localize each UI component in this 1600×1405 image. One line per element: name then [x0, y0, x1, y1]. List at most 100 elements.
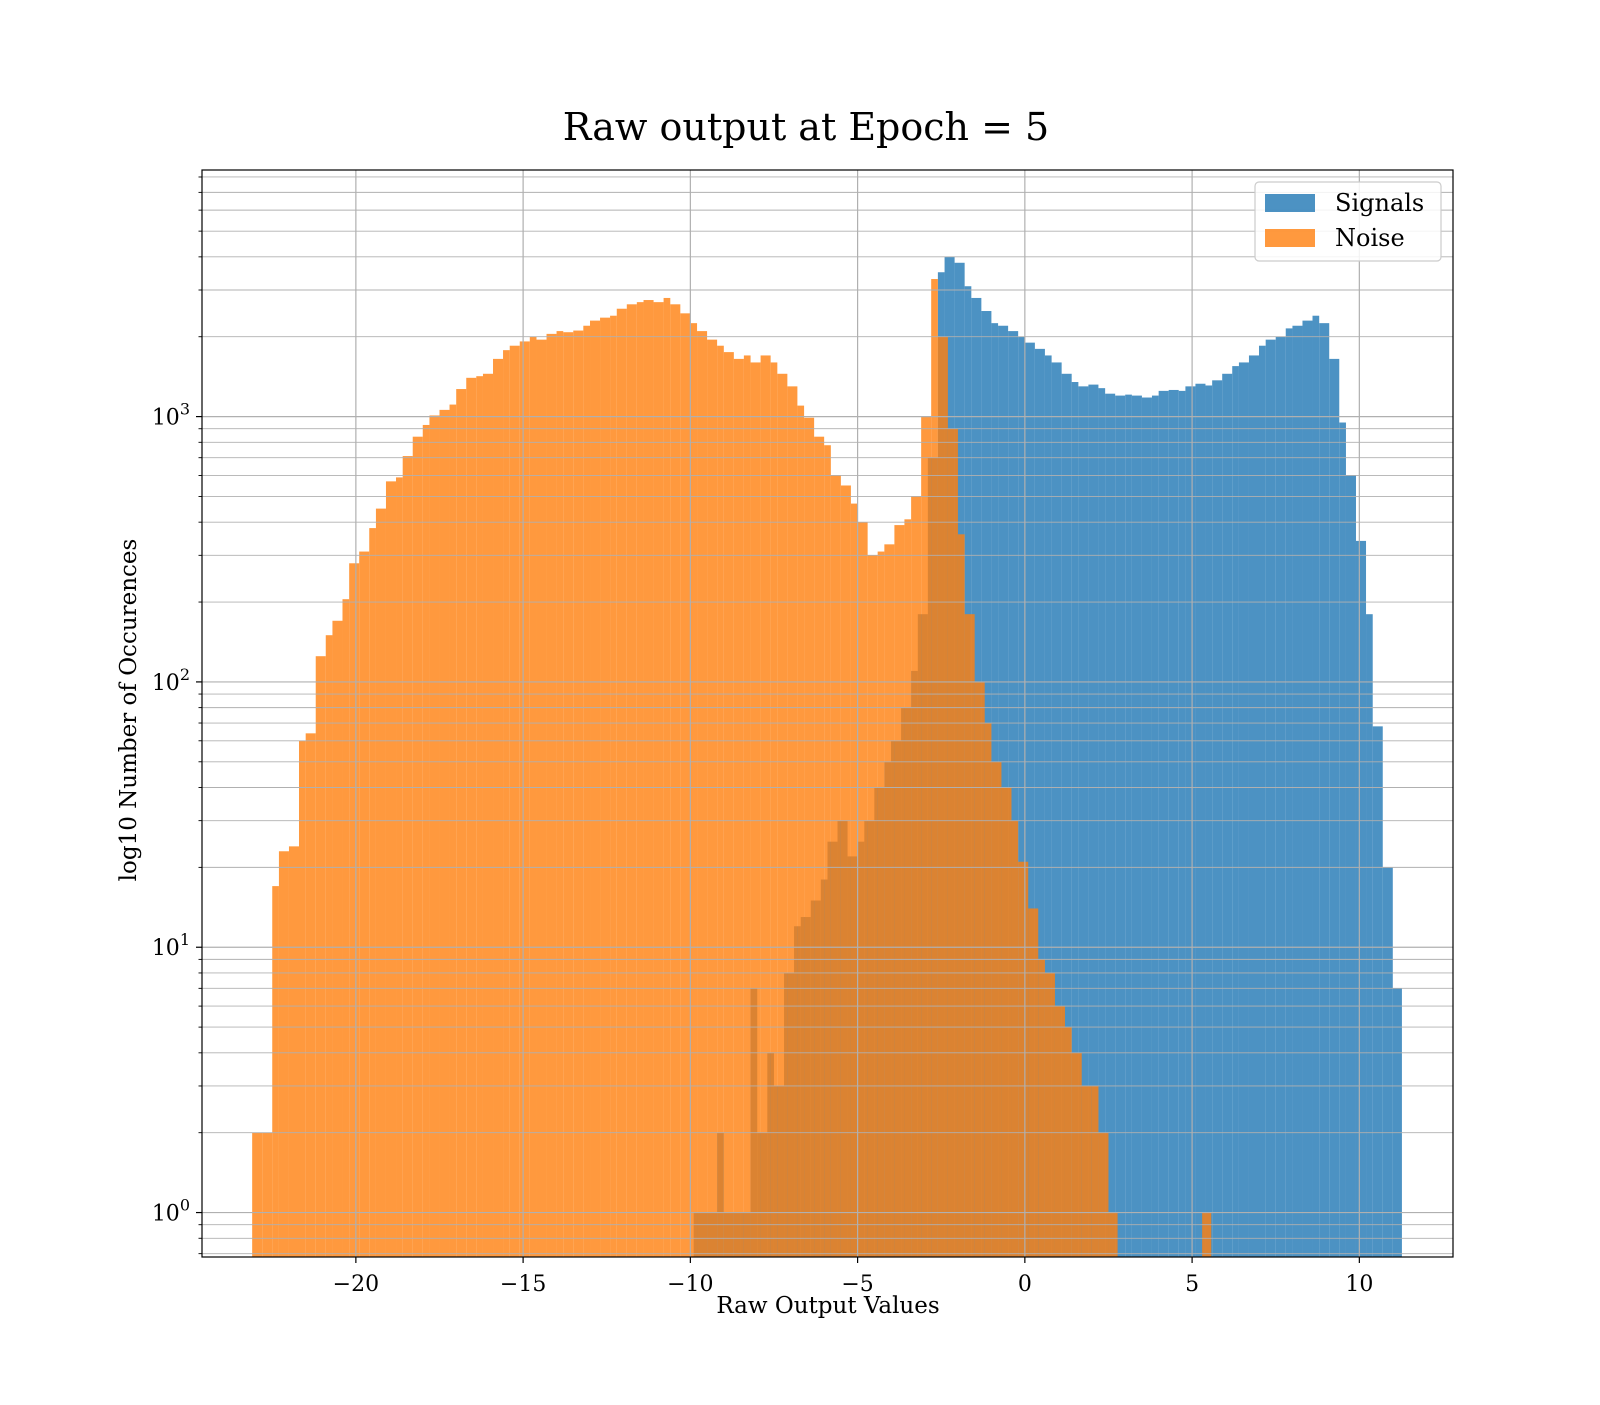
x-tick-label: −5: [841, 1272, 873, 1297]
signals-bar: [1222, 373, 1233, 1257]
noise-bar: [519, 341, 530, 1257]
noise-bar: [556, 331, 564, 1258]
noise-bar: [1038, 959, 1045, 1257]
y-axis-label: log10 Number of Occurences: [116, 539, 142, 882]
noise-bar: [385, 481, 396, 1257]
noise-bar: [877, 551, 885, 1257]
plot-border: [201, 169, 1454, 1258]
signals-bar: [1392, 988, 1402, 1257]
signals-bar: [1178, 390, 1186, 1257]
ticks-layer: −20 −15 −10 −5 0 5 10 100 101 102 103: [152, 176, 1373, 1297]
noise-bar: [466, 377, 477, 1257]
noise-bar: [493, 358, 504, 1257]
y-tick-label: 103: [152, 400, 190, 431]
noise-bar: [663, 297, 671, 1257]
noise-bar: [937, 336, 948, 1258]
signals-bar: [1034, 348, 1045, 1257]
signals-bar: [1098, 388, 1106, 1257]
signals-bar: [1285, 328, 1293, 1257]
noise-bar: [653, 302, 664, 1257]
noise-bar: [1044, 972, 1055, 1257]
noise-bar: [984, 723, 992, 1257]
noise-bar: [797, 405, 805, 1257]
noise-bar: [1064, 1027, 1072, 1257]
signals-bar: [1356, 540, 1367, 1257]
signals-bar: [1366, 614, 1373, 1257]
noise-bar: [670, 304, 681, 1257]
bars-layer: [252, 256, 1402, 1258]
noise-bar: [857, 522, 868, 1257]
noise-bar: [717, 345, 724, 1258]
signals-bar: [1329, 358, 1340, 1257]
noise-bar: [262, 1132, 273, 1257]
noise-bar: [830, 475, 841, 1258]
noise-bar: [921, 416, 932, 1258]
noise-bar: [305, 733, 316, 1257]
noise-bar: [1108, 1212, 1118, 1257]
signals-bar: [1292, 325, 1303, 1257]
noise-bar: [904, 519, 912, 1257]
signals-bar: [1044, 355, 1052, 1257]
noise-bar: [804, 417, 815, 1257]
noise-bar: [1001, 787, 1012, 1257]
signals-bar: [1018, 336, 1025, 1258]
noise-bar: [1091, 1085, 1099, 1257]
signals-bar: [1168, 389, 1179, 1258]
noise-bar: [867, 555, 878, 1257]
signals-bar: [1071, 382, 1079, 1257]
signals-bar: [1008, 331, 1019, 1258]
noise-bar: [1098, 1132, 1109, 1257]
noise-bar: [272, 886, 279, 1257]
noise-bar: [723, 352, 734, 1257]
noise-bar: [697, 331, 708, 1258]
noise-bar: [509, 345, 520, 1258]
noise-bar: [1028, 908, 1039, 1257]
signals-bar: [1258, 345, 1266, 1258]
x-tick-label: −15: [500, 1272, 546, 1297]
legend-swatch-noise: [1265, 229, 1315, 247]
plot-frame: [201, 169, 1454, 1258]
signals-bar: [1302, 320, 1313, 1257]
legend: Signals Noise: [1254, 181, 1442, 262]
noise-bar: [422, 424, 430, 1258]
noise-bar: [777, 373, 788, 1257]
y-tick-label: 102: [152, 665, 190, 696]
x-axis-label: Raw Output Values: [716, 1293, 939, 1319]
noise-bar: [787, 386, 798, 1257]
noise-bar: [375, 508, 386, 1257]
signals-bar: [1339, 422, 1346, 1257]
noise-bar: [850, 503, 858, 1258]
noise-bar: [610, 315, 617, 1258]
noise-bar: [342, 599, 350, 1257]
noise-bar: [911, 496, 922, 1258]
noise-bar: [583, 325, 591, 1257]
x-tick-label: −20: [333, 1272, 379, 1297]
noise-bar: [947, 428, 958, 1257]
signals-bar: [1131, 395, 1142, 1258]
signals-bar: [1265, 339, 1276, 1257]
signals-bar: [1141, 397, 1152, 1257]
legend-label-signals: Signals: [1335, 189, 1424, 217]
noise-bar: [369, 528, 376, 1257]
noise-bar: [429, 415, 440, 1257]
signals-bar: [1312, 315, 1320, 1258]
noise-bar: [884, 544, 895, 1257]
noise-bar: [325, 635, 333, 1257]
noise-bar: [1081, 1085, 1092, 1257]
noise-bar: [449, 404, 457, 1257]
noise-bar: [252, 1132, 263, 1257]
noise-bar: [680, 313, 691, 1258]
noise-bar: [690, 323, 698, 1257]
signals-bar: [1078, 386, 1089, 1257]
noise-bar: [315, 656, 326, 1257]
noise-bar: [529, 336, 537, 1258]
noise-bar: [733, 358, 744, 1257]
noise-bar: [707, 339, 718, 1257]
x-tick-label: 0: [1018, 1272, 1032, 1297]
noise-bar: [349, 563, 360, 1257]
noise-bar: [636, 302, 644, 1257]
noise-bar: [1054, 1006, 1065, 1257]
signals-bar: [1232, 366, 1239, 1258]
noise-bar: [626, 304, 637, 1257]
